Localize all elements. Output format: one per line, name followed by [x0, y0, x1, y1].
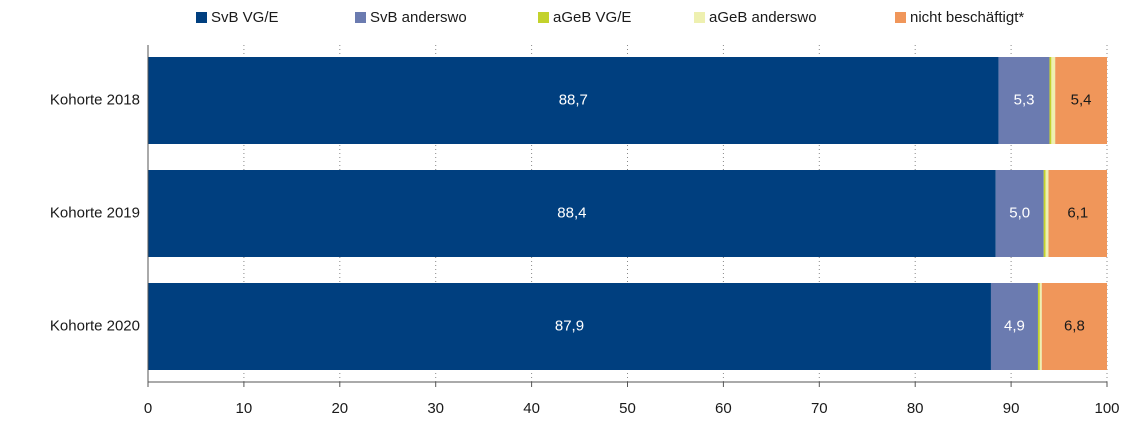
- bar-segment: [1049, 57, 1052, 144]
- value-label: 4,9: [1004, 317, 1025, 334]
- x-tick-label: 10: [236, 400, 253, 417]
- x-tick-label: 60: [715, 400, 732, 417]
- legend-label: aGeB VG/E: [553, 9, 631, 26]
- x-tick-label: 50: [619, 400, 636, 417]
- bar-segment: [1037, 283, 1040, 370]
- bar-segment: [995, 170, 1044, 257]
- legend-swatch: [694, 12, 705, 23]
- category-label: Kohorte 2020: [50, 317, 140, 334]
- value-label: 87,9: [555, 317, 584, 334]
- x-tick-label: 70: [811, 400, 828, 417]
- legend-swatch: [538, 12, 549, 23]
- legend-swatch: [355, 12, 366, 23]
- x-tick-label: 90: [1003, 400, 1020, 417]
- bar-segment: [148, 170, 996, 257]
- category-label: Kohorte 2018: [50, 91, 140, 108]
- bar-segment: [148, 283, 991, 370]
- bar-segment: [1051, 57, 1056, 144]
- x-tick-label: 30: [427, 400, 444, 417]
- value-label: 88,7: [559, 91, 588, 108]
- bar-segment: [990, 283, 1038, 370]
- legend-swatch: [196, 12, 207, 23]
- bar-segment: [1041, 283, 1107, 370]
- bar-segment: [1039, 283, 1042, 370]
- legend-swatch: [895, 12, 906, 23]
- bar-segment: [1045, 170, 1049, 257]
- x-tick-label: 40: [523, 400, 540, 417]
- bar-segment: [1055, 57, 1107, 144]
- value-label: 6,1: [1067, 204, 1088, 221]
- legend-label: SvB VG/E: [211, 9, 279, 26]
- value-label: 5,3: [1014, 91, 1035, 108]
- category-label: Kohorte 2019: [50, 204, 140, 221]
- x-tick-label: 100: [1094, 400, 1119, 417]
- value-label: 5,0: [1009, 204, 1030, 221]
- bar-segment: [1048, 170, 1107, 257]
- x-tick-label: 0: [144, 400, 152, 417]
- legend-label: aGeB anderswo: [709, 9, 817, 26]
- value-label: 88,4: [557, 204, 586, 221]
- value-label: 6,8: [1064, 317, 1085, 334]
- legend-label: SvB anderswo: [370, 9, 467, 26]
- x-tick-label: 20: [331, 400, 348, 417]
- value-label: 5,4: [1071, 91, 1092, 108]
- bar-segment: [1043, 170, 1046, 257]
- x-tick-label: 80: [907, 400, 924, 417]
- legend-label: nicht beschäftigt*: [910, 9, 1024, 26]
- bar-segment: [148, 57, 999, 144]
- bar-segment: [998, 57, 1050, 144]
